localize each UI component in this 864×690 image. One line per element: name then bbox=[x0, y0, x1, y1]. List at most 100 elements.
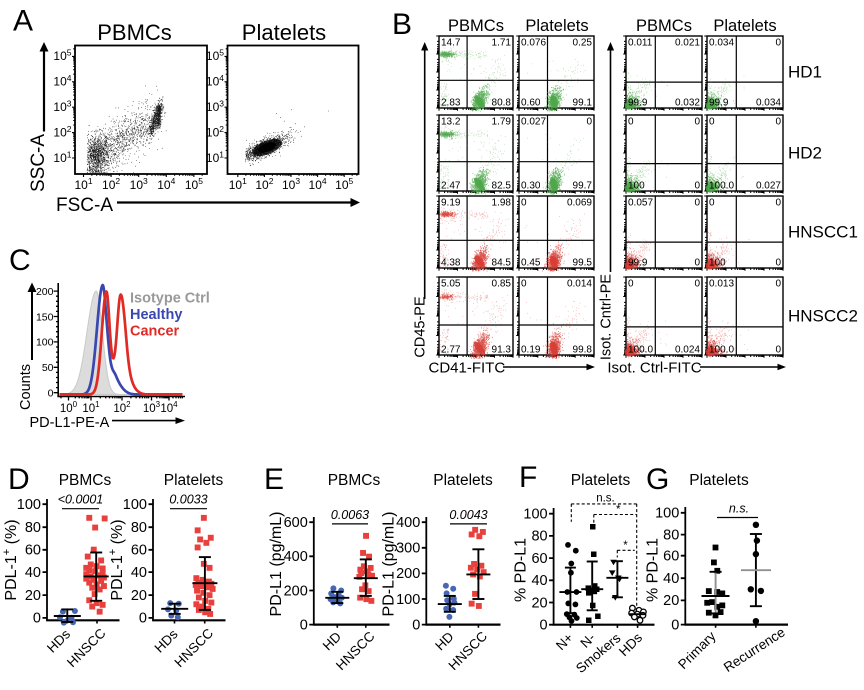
svg-text:Platelets: Platelets bbox=[525, 17, 588, 35]
svg-text:FSC-A: FSC-A bbox=[56, 195, 113, 216]
svg-text:20: 20 bbox=[663, 593, 679, 609]
svg-text:0: 0 bbox=[775, 345, 781, 356]
svg-text:HNSCC1: HNSCC1 bbox=[788, 223, 858, 242]
svg-text:99.1: 99.1 bbox=[573, 98, 593, 109]
svg-text:600: 600 bbox=[284, 515, 308, 531]
svg-text:0: 0 bbox=[694, 181, 700, 192]
svg-text:PDL-1+ (%): PDL-1+ (%) bbox=[107, 519, 126, 600]
svg-text:0: 0 bbox=[33, 611, 41, 627]
svg-text:100.0: 100.0 bbox=[628, 345, 653, 356]
svg-text:0.0033: 0.0033 bbox=[169, 493, 207, 507]
svg-text:80: 80 bbox=[663, 527, 679, 543]
svg-text:80: 80 bbox=[25, 520, 41, 536]
svg-text:100: 100 bbox=[523, 507, 547, 523]
svg-text:82.5: 82.5 bbox=[492, 181, 512, 192]
svg-text:40: 40 bbox=[25, 565, 41, 581]
svg-text:0.0043: 0.0043 bbox=[449, 508, 487, 522]
svg-text:100: 100 bbox=[396, 592, 420, 608]
svg-text:0.85: 0.85 bbox=[492, 279, 512, 290]
svg-text:13.2: 13.2 bbox=[441, 117, 461, 128]
svg-text:0.032: 0.032 bbox=[675, 98, 700, 109]
svg-text:80.8: 80.8 bbox=[492, 98, 512, 109]
svg-text:0.034: 0.034 bbox=[709, 38, 734, 49]
svg-text:HNSCC2: HNSCC2 bbox=[788, 307, 858, 326]
svg-text:Isot. Ctrl-FITC: Isot. Ctrl-FITC bbox=[607, 360, 701, 377]
svg-text:PDL-1+ (%): PDL-1+ (%) bbox=[1, 519, 20, 600]
svg-text:0: 0 bbox=[671, 617, 679, 633]
svg-text:0.0063: 0.0063 bbox=[331, 508, 369, 522]
svg-text:E: E bbox=[264, 463, 284, 496]
svg-text:HD1: HD1 bbox=[788, 63, 822, 82]
svg-text:1.79: 1.79 bbox=[492, 117, 512, 128]
svg-text:50: 50 bbox=[42, 362, 54, 374]
svg-text:40: 40 bbox=[131, 565, 147, 581]
svg-text:0.19: 0.19 bbox=[521, 345, 541, 356]
svg-text:Healthy: Healthy bbox=[130, 307, 182, 323]
svg-text:Counts: Counts bbox=[18, 364, 34, 410]
svg-text:100: 100 bbox=[36, 337, 54, 349]
svg-text:0: 0 bbox=[48, 388, 54, 400]
svg-text:n.s.: n.s. bbox=[729, 502, 749, 516]
svg-text:C: C bbox=[9, 244, 31, 277]
svg-text:B: B bbox=[392, 8, 412, 41]
svg-text:200: 200 bbox=[396, 566, 420, 582]
svg-text:0.45: 0.45 bbox=[521, 258, 541, 269]
svg-text:100: 100 bbox=[123, 497, 147, 513]
svg-text:0: 0 bbox=[540, 618, 548, 634]
svg-text:14.7: 14.7 bbox=[441, 38, 461, 49]
svg-text:0: 0 bbox=[521, 198, 527, 209]
svg-text:Isotype Ctrl: Isotype Ctrl bbox=[130, 291, 210, 307]
svg-text:SSC-A: SSC-A bbox=[28, 134, 49, 192]
svg-text:PBMCs: PBMCs bbox=[448, 17, 504, 35]
svg-text:0.014: 0.014 bbox=[567, 279, 592, 290]
svg-text:100: 100 bbox=[628, 181, 645, 192]
svg-text:Platelets: Platelets bbox=[571, 472, 631, 489]
svg-text:91.3: 91.3 bbox=[492, 345, 512, 356]
svg-text:100: 100 bbox=[17, 497, 41, 513]
svg-text:0: 0 bbox=[628, 279, 634, 290]
svg-text:100.0: 100.0 bbox=[709, 181, 734, 192]
svg-text:PD-L1 (pg/mL): PD-L1 (pg/mL) bbox=[268, 512, 285, 617]
svg-text:200: 200 bbox=[284, 583, 308, 599]
svg-text:G: G bbox=[646, 463, 669, 496]
svg-text:0: 0 bbox=[775, 279, 781, 290]
svg-text:99.9: 99.9 bbox=[709, 98, 729, 109]
svg-text:60: 60 bbox=[531, 551, 547, 567]
svg-text:Isot. Cntrl-PE: Isot. Cntrl-PE bbox=[599, 274, 615, 361]
svg-text:80: 80 bbox=[131, 520, 147, 536]
svg-text:40: 40 bbox=[531, 573, 547, 589]
svg-text:D: D bbox=[8, 463, 30, 496]
svg-text:0: 0 bbox=[412, 617, 420, 633]
svg-text:Platelets: Platelets bbox=[689, 472, 749, 489]
svg-text:60: 60 bbox=[131, 543, 147, 559]
svg-text:100: 100 bbox=[655, 506, 679, 522]
svg-text:2.47: 2.47 bbox=[441, 181, 461, 192]
svg-text:200: 200 bbox=[36, 286, 54, 298]
svg-text:300: 300 bbox=[396, 541, 420, 557]
svg-text:PD-L1-PE-A: PD-L1-PE-A bbox=[30, 415, 110, 431]
svg-text:n.s.: n.s. bbox=[596, 493, 615, 505]
svg-text:20: 20 bbox=[531, 595, 547, 611]
svg-text:99.8: 99.8 bbox=[573, 345, 593, 356]
svg-text:0: 0 bbox=[694, 258, 700, 269]
svg-text:0.027: 0.027 bbox=[521, 117, 546, 128]
svg-text:99.9: 99.9 bbox=[628, 258, 648, 269]
svg-text:0.021: 0.021 bbox=[675, 38, 700, 49]
svg-text:99.9: 99.9 bbox=[628, 98, 648, 109]
svg-text:PBMCs: PBMCs bbox=[328, 472, 381, 489]
svg-text:Platelets: Platelets bbox=[242, 20, 326, 45]
svg-text:0: 0 bbox=[709, 117, 715, 128]
svg-text:PBMCs: PBMCs bbox=[636, 17, 692, 35]
svg-text:20: 20 bbox=[131, 588, 147, 604]
svg-text:150: 150 bbox=[36, 311, 54, 323]
svg-text:F: F bbox=[519, 461, 537, 494]
svg-text:60: 60 bbox=[25, 543, 41, 559]
svg-text:% PD-L1: % PD-L1 bbox=[645, 538, 662, 602]
svg-text:9.19: 9.19 bbox=[441, 198, 461, 209]
svg-text:0.069: 0.069 bbox=[567, 198, 592, 209]
svg-text:<0.0001: <0.0001 bbox=[58, 493, 104, 507]
svg-text:0.25: 0.25 bbox=[573, 38, 593, 49]
svg-text:0: 0 bbox=[775, 38, 781, 49]
svg-text:A: A bbox=[13, 5, 33, 38]
svg-text:Platelets: Platelets bbox=[164, 472, 224, 489]
